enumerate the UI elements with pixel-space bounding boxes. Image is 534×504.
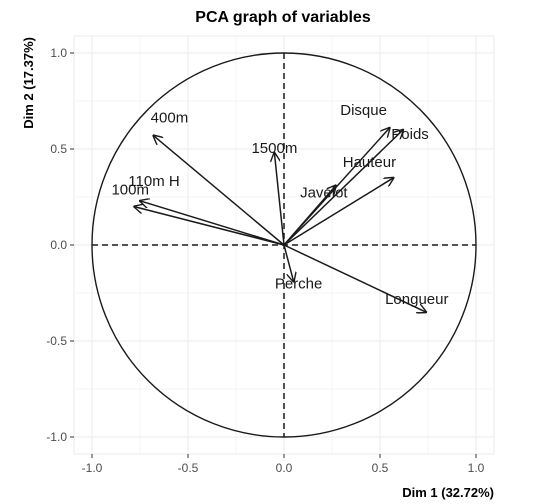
arrow-perche bbox=[283, 244, 294, 281]
x-tick-label: 0.0 bbox=[276, 461, 293, 475]
arrow-110m-h bbox=[140, 201, 285, 246]
y-tick-label: 0.5 bbox=[50, 142, 67, 156]
y-tick-label: -1.0 bbox=[46, 430, 67, 444]
label-longueur: Longueur bbox=[385, 291, 448, 308]
label-400m: 400m bbox=[151, 110, 189, 127]
chart-title: PCA graph of variables bbox=[195, 9, 371, 26]
label-110m-h: 110m H bbox=[128, 173, 179, 190]
arrow-javelot bbox=[283, 185, 336, 246]
label-100m: 100m bbox=[111, 182, 149, 199]
arrow-hauteur bbox=[283, 178, 393, 246]
arrow-100m bbox=[134, 207, 285, 246]
arrow-longueur bbox=[283, 244, 426, 312]
arrow-400m bbox=[153, 136, 285, 246]
y-tick-label: 1.0 bbox=[50, 46, 67, 60]
arrow-poids bbox=[283, 130, 403, 246]
y-tick-label: 0.0 bbox=[50, 238, 67, 252]
x-axis-title: Dim 1 (32.72%) bbox=[402, 485, 494, 500]
y-axis-title: Dim 2 (17.37%) bbox=[21, 37, 36, 129]
x-tick-label: 0.5 bbox=[372, 461, 389, 475]
plot-area: -1.0 -0.5 0.0 0.5 1.0 -1.0 -0.5 0.0 0.5 1.0 bbox=[46, 35, 495, 475]
label-hauteur: Hauteur bbox=[343, 154, 396, 171]
label-1500m: 1500m bbox=[251, 140, 297, 157]
y-tick-label: -0.5 bbox=[46, 334, 67, 348]
label-perche: Perche bbox=[275, 275, 323, 292]
x-tick-label: 1.0 bbox=[468, 461, 485, 475]
x-tick-label: -0.5 bbox=[178, 461, 199, 475]
label-javelot: Javelot bbox=[300, 184, 348, 201]
label-disque: Disque bbox=[340, 102, 387, 119]
label-poids: Poids bbox=[391, 126, 429, 143]
x-tick-label: -1.0 bbox=[82, 461, 103, 475]
arrow-1500m bbox=[274, 153, 285, 246]
